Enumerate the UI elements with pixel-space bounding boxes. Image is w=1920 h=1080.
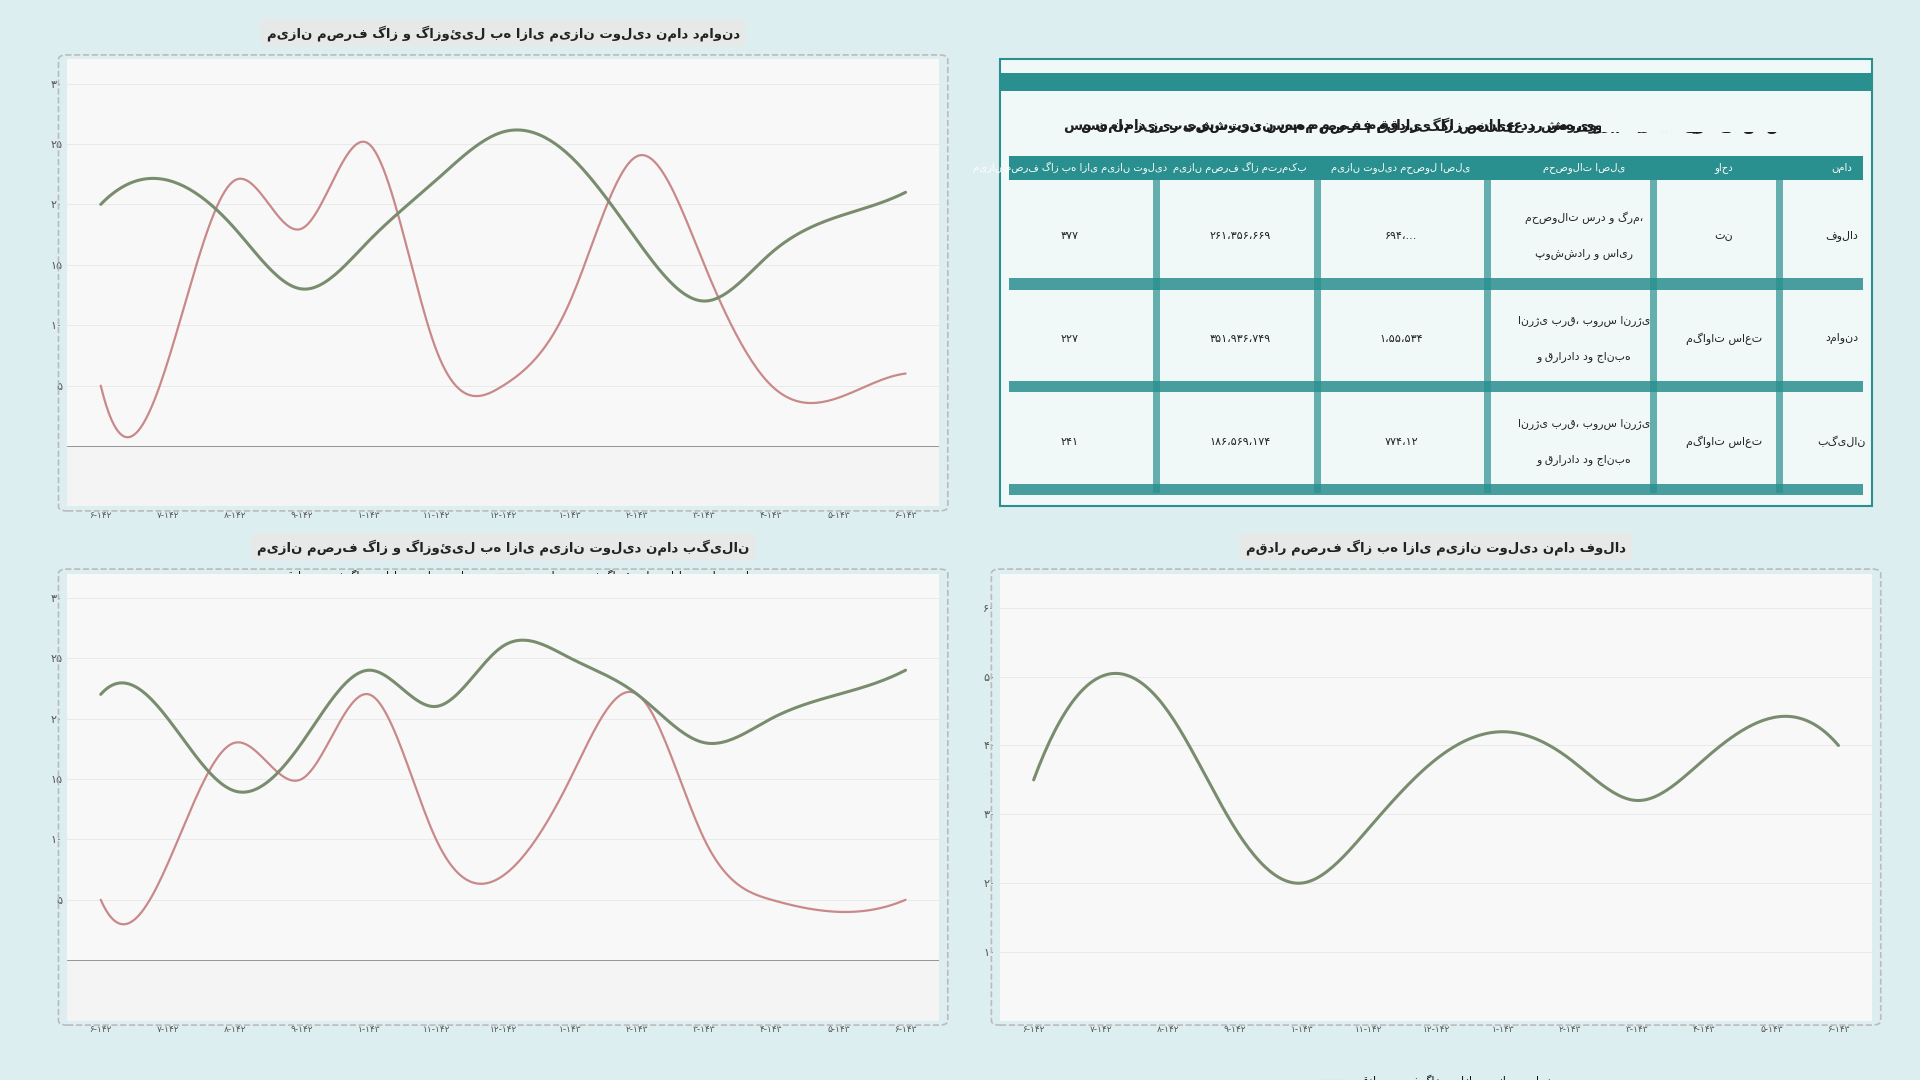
Text: تن: تن [1715, 231, 1734, 241]
Text: محصولات سرد و گرم،: محصولات سرد و گرم، [1524, 212, 1644, 225]
Text: واحد: واحد [1715, 162, 1734, 173]
Text: سه نماد زیر بیشترین سهم: سه نماد زیر بیشترین سهم [1601, 118, 1845, 132]
Text: و قرارداد دو جانبه: و قرارداد دو جانبه [1536, 351, 1632, 362]
Legend: مقدار مصرف گاز به ازای میزان تولید, میزان مصرف گازوئیل به ازای میزان تولید: مقدار مصرف گاز به ازای میزان تولید, میزا… [240, 566, 766, 586]
Text: مگاوات ساعت: مگاوات ساعت [1686, 333, 1763, 345]
Text: میزان مصرف گاز و گازوئیل به ازای میزان تولید نماد دماوند: میزان مصرف گاز و گازوئیل به ازای میزان ت… [267, 25, 739, 41]
Text: محصولات اصلی: محصولات اصلی [1544, 162, 1626, 173]
Bar [1152, 180, 1160, 494]
Text: دماوند: دماوند [1824, 334, 1859, 345]
Bar [1313, 180, 1321, 494]
Bar [1776, 180, 1784, 494]
FancyBboxPatch shape [1000, 59, 1872, 507]
Text: مقدار مصرف گاز به ازای میزان تولید نماد فولاد: مقدار مصرف گاز به ازای میزان تولید نماد … [1246, 539, 1626, 555]
Text: فولاد: فولاد [1826, 230, 1859, 242]
Text: ۷۷۴،۱۲: ۷۷۴،۱۲ [1384, 436, 1419, 447]
Text: انرژی برق، بورس انرژی: انرژی برق، بورس انرژی [1519, 315, 1651, 326]
Bar [1008, 279, 1862, 289]
Text: ۶۹۴،...: ۶۹۴،... [1384, 231, 1417, 241]
Bar [67, 446, 939, 507]
Text: مگاوات ساعت: مگاوات ساعت [1686, 435, 1763, 448]
Text: میزان مصرف گاز و گازوئیل به ازای میزان تولید نماد بگیلان: میزان مصرف گاز و گازوئیل به ازای میزان ت… [257, 539, 749, 555]
Bar [1484, 180, 1492, 494]
Bar [1649, 180, 1657, 494]
Bar [1008, 484, 1862, 496]
Text: ۲۶۱،۳۵۶،۶۶۹: ۲۶۱،۳۵۶،۶۶۹ [1210, 231, 1271, 241]
Bar [1008, 156, 1862, 180]
Text: میزان مصرف گاز به ازای میزان تولید: میزان مصرف گاز به ازای میزان تولید [973, 162, 1167, 174]
Text: سه نماد زیر بیشترین سهم مصرف مقداری گاز صنایع در شهریور ماه را به خود اختصاص داد: سه نماد زیر بیشترین سهم مصرف مقداری گاز … [1064, 118, 1845, 134]
Text: ۲۴۱: ۲۴۱ [1062, 436, 1079, 447]
Legend: مقدار مصرف گاز به ازای میزان تولید: مقدار مصرف گاز به ازای میزان تولید [1315, 1070, 1557, 1080]
Text: ۲۲۷: ۲۲۷ [1062, 334, 1079, 343]
Text: میزان تولید محصول اصلی: میزان تولید محصول اصلی [1331, 162, 1471, 173]
Text: انرژی برق، بورس انرژی: انرژی برق، بورس انرژی [1519, 418, 1651, 429]
Text: ۳۵۱،۹۳۶،۷۴۹: ۳۵۱،۹۳۶،۷۴۹ [1210, 334, 1271, 343]
Text: سه نماد زیر بیشترین سهم: سه نماد زیر بیشترین سهم [1607, 118, 1845, 132]
Text: نماد: نماد [1832, 163, 1853, 173]
Text: ۳۷۷: ۳۷۷ [1062, 231, 1079, 241]
Bar [1000, 72, 1872, 91]
Text: سه نماد زیر بیشترین سهم مصرف مقداری گاز صنایع در شهریور ماه را به خود اختصاص داد: سه نماد زیر بیشترین سهم مصرف مقداری گاز … [1081, 118, 1845, 134]
Text: و قرارداد دو جانبه: و قرارداد دو جانبه [1536, 454, 1632, 465]
Text: پوششدار و سایر: پوششدار و سایر [1536, 248, 1634, 259]
Text: بگیلان: بگیلان [1816, 436, 1866, 447]
Text: میزان مصرف گاز مترمکب: میزان مصرف گاز مترمکب [1173, 162, 1308, 174]
Text: ۱،۵۵،۵۳۴: ۱،۵۵،۵۳۴ [1379, 334, 1423, 343]
Text: ۱۸۶،۵۶۹،۱۷۴: ۱۸۶،۵۶۹،۱۷۴ [1210, 436, 1271, 447]
Bar [1008, 381, 1862, 392]
Bar [67, 960, 939, 1021]
